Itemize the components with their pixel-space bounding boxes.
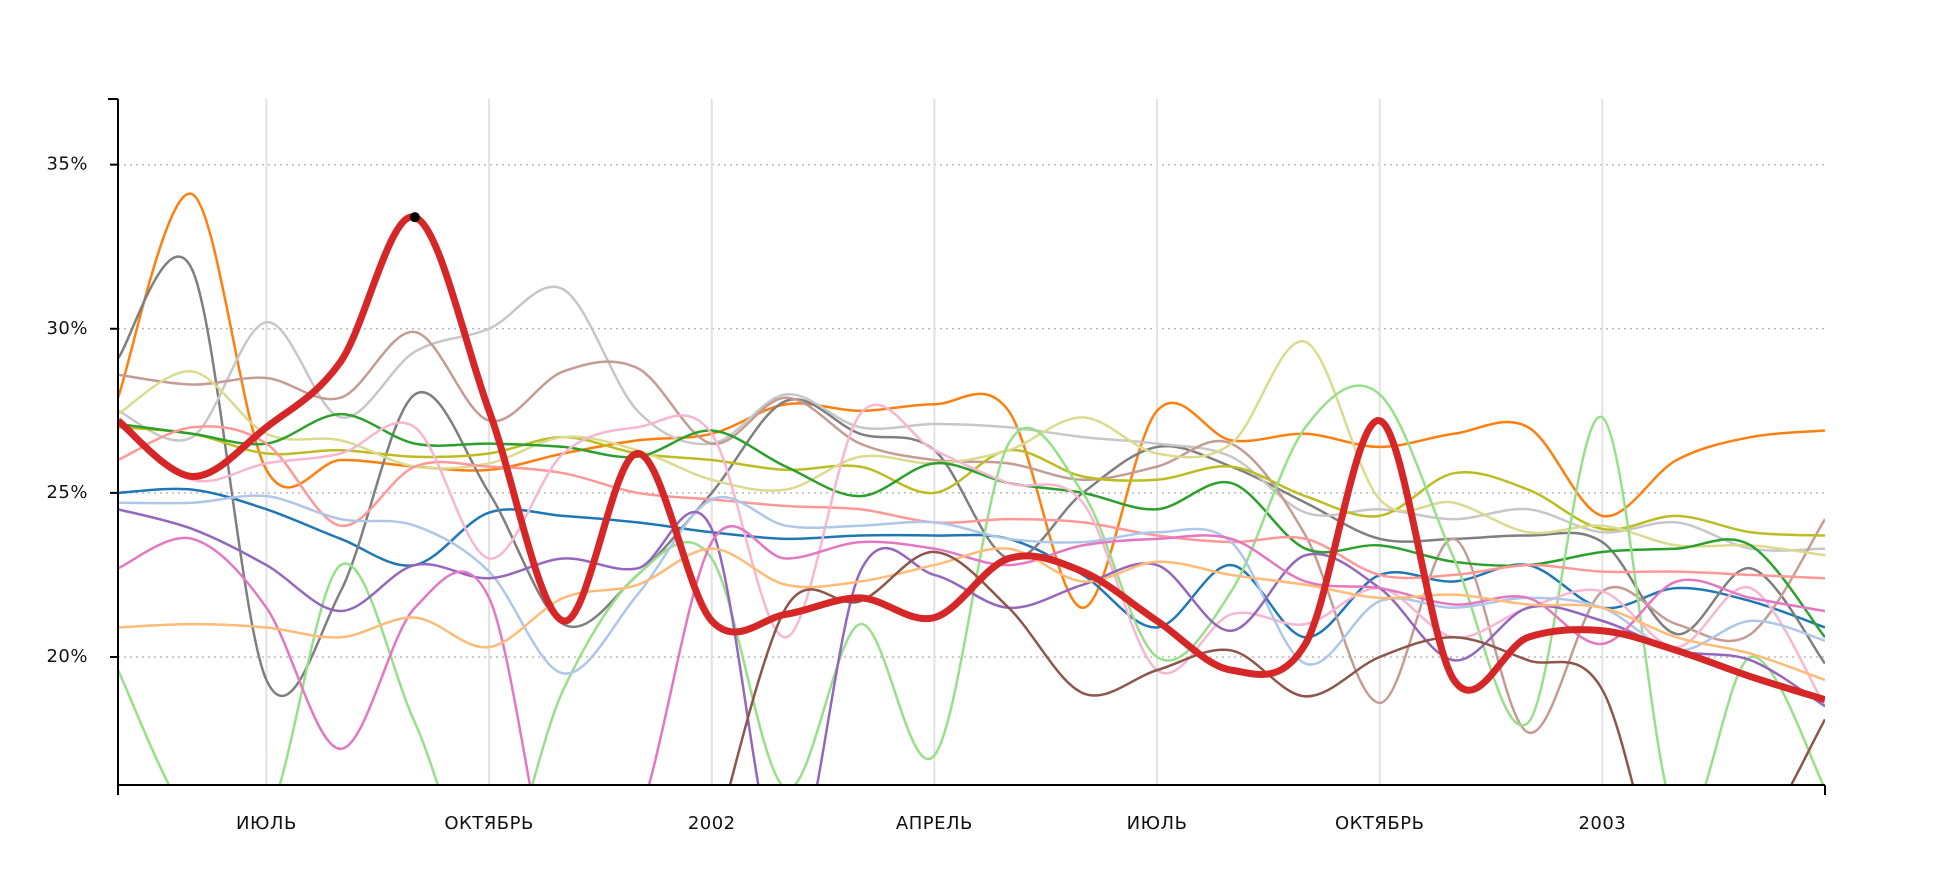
series-line	[118, 384, 1825, 785]
peak-marker	[409, 212, 420, 223]
series-line	[118, 412, 1825, 639]
series-line	[118, 425, 1825, 537]
series-line	[118, 285, 1825, 552]
series-line	[118, 524, 1825, 785]
x-tick-label: 2003	[1578, 813, 1626, 834]
lines	[118, 192, 1825, 785]
series-line	[118, 547, 1825, 682]
x-tick-label: АПРЕЛЬ	[896, 813, 973, 834]
y-tick-label: 25%	[46, 482, 88, 503]
series-line	[118, 330, 1825, 734]
labels: 20% 25% 30% 35% ИЮЛЬ ОКТЯБРЬ 2002 АПРЕЛЬ ИЮЛЬ ОКТ…	[46, 154, 1626, 834]
series-line	[118, 508, 1825, 785]
grid	[110, 99, 1825, 785]
x-tick-label: ОКТЯБРЬ	[444, 813, 534, 834]
series-line	[118, 192, 1825, 610]
y-tick-label: 20%	[46, 646, 88, 667]
axes	[108, 98, 1826, 795]
series-line	[118, 255, 1825, 698]
x-tick-label: ОКТЯБРЬ	[1335, 813, 1425, 834]
x-tick-label: 2002	[688, 813, 736, 834]
y-tick-label: 30%	[46, 318, 88, 339]
series-line	[118, 340, 1825, 557]
x-tick-label: ИЮЛЬ	[1127, 813, 1188, 834]
series-line	[118, 425, 1825, 580]
y-tick-label: 35%	[46, 154, 88, 175]
x-tick-label: ИЮЛЬ	[236, 813, 297, 834]
